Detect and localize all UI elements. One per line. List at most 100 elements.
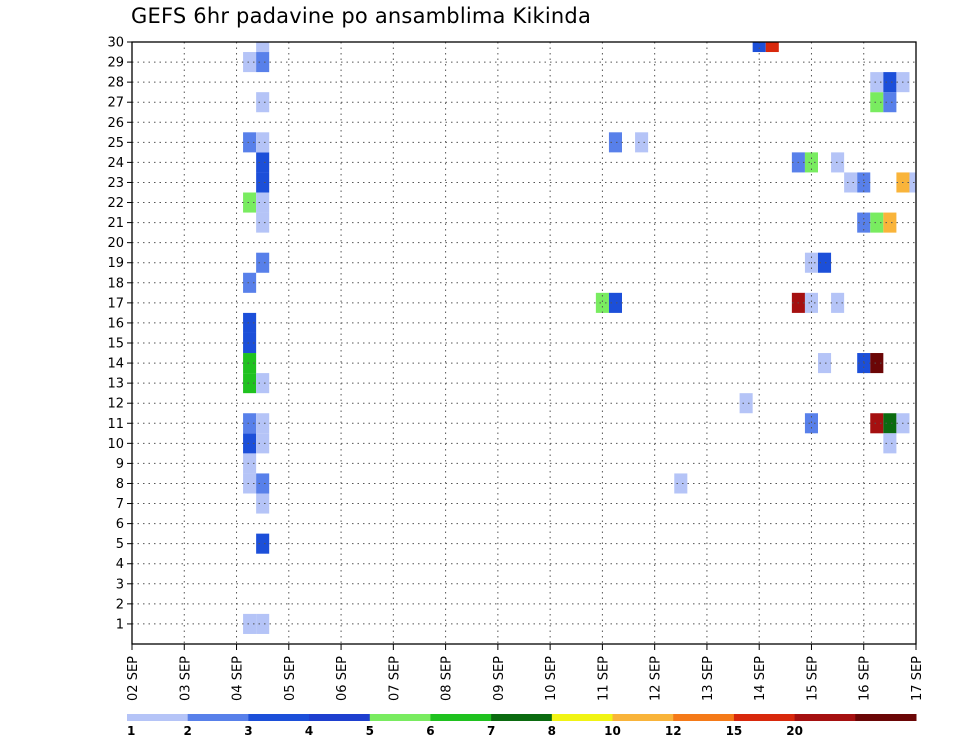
x-tick-label: 11 SEP xyxy=(596,656,611,701)
heatmap-cell-35 xyxy=(752,42,766,53)
heatmap-cell-2 xyxy=(256,533,270,554)
heatmap-cell-47 xyxy=(844,172,858,193)
colorbar-label: 3 xyxy=(244,724,252,738)
y-tick-label: 3 xyxy=(116,577,124,592)
heatmap-cell-13 xyxy=(243,353,257,374)
x-tick-label: 05 SEP xyxy=(283,656,298,701)
y-tick-label: 9 xyxy=(116,457,124,472)
heatmap-cell-4 xyxy=(243,473,257,494)
x-axis: 02 SEP 03 SEP 04 SEP 05 SEP 06 SEP 07 SEP 08 S… xyxy=(126,644,925,701)
colorbar-label: 2 xyxy=(184,724,192,738)
y-tick-label: 5 xyxy=(116,537,124,552)
colorbar-swatch xyxy=(551,714,614,721)
grid-layer xyxy=(132,42,916,644)
colorbar-label: 6 xyxy=(426,724,434,738)
colorbar-label: 1 xyxy=(127,724,135,738)
heatmap-cell-19 xyxy=(243,192,257,213)
x-tick-label: 15 SEP xyxy=(805,656,820,701)
x-tick-label: 02 SEP xyxy=(126,656,141,701)
y-tick-label: 7 xyxy=(116,497,124,512)
chart-title: GEFS 6hr padavine po ansamblima Kikinda xyxy=(131,4,592,28)
heatmap-cell-26 xyxy=(243,52,257,73)
heatmap-cell-36 xyxy=(765,42,779,53)
x-tick-label: 16 SEP xyxy=(858,656,873,701)
heatmap-cell-23 xyxy=(243,132,257,153)
heatmap-cell-50 xyxy=(870,212,884,233)
heatmap-cell-40 xyxy=(804,292,818,313)
y-tick-label: 14 xyxy=(107,357,124,372)
y-tick-label: 16 xyxy=(107,316,124,331)
colorbar-swatch xyxy=(187,714,249,721)
heatmap-cell-38 xyxy=(804,152,818,173)
heatmap-cell-5 xyxy=(256,473,270,494)
colorbar-swatch xyxy=(430,714,492,721)
x-tick-label: 17 SEP xyxy=(910,656,925,701)
heatmap-cell-9 xyxy=(243,413,257,434)
heatmap-cell-22 xyxy=(256,152,270,173)
heatmap-cell-51 xyxy=(883,212,897,233)
colorbar-swatch xyxy=(673,714,735,721)
colorbar-swatch xyxy=(855,714,917,721)
y-tick-label: 15 xyxy=(107,337,124,352)
heatmap-cell-61 xyxy=(883,72,897,93)
heatmap-cell-8 xyxy=(256,433,270,454)
y-tick-label: 22 xyxy=(107,196,124,211)
heatmap-cell-6 xyxy=(243,453,257,474)
y-tick-label: 11 xyxy=(107,417,124,432)
y-tick-label: 10 xyxy=(107,437,124,452)
y-tick-label: 27 xyxy=(107,96,124,111)
heatmap-cell-53 xyxy=(870,353,884,374)
colorbar-swatch xyxy=(612,714,674,721)
heatmap-cell-7 xyxy=(243,433,257,454)
x-tick-label: 06 SEP xyxy=(335,656,350,701)
y-tick-label: 30 xyxy=(107,36,124,51)
heatmap-cell-25 xyxy=(256,92,270,113)
heatmap-cell-12 xyxy=(256,373,270,394)
y-tick-label: 19 xyxy=(107,256,124,271)
heatmap-cell-16 xyxy=(243,272,257,293)
heatmap-cell-33 xyxy=(674,473,688,494)
y-axis: 1234567891011121314151617181920212223242… xyxy=(107,36,132,632)
x-tick-label: 13 SEP xyxy=(701,656,716,701)
heatmap-cell-42 xyxy=(818,252,832,273)
x-tick-label: 10 SEP xyxy=(544,656,559,701)
heatmap-cell-46 xyxy=(831,152,845,173)
heatmap-cell-3 xyxy=(256,493,270,514)
y-tick-label: 18 xyxy=(107,276,124,291)
colorbar-swatch xyxy=(127,714,189,721)
x-tick-label: 14 SEP xyxy=(753,656,768,701)
heatmap-cell-15 xyxy=(243,312,257,333)
y-tick-label: 25 xyxy=(107,136,124,151)
colorbar-swatch xyxy=(794,714,856,721)
colorbar-swatch xyxy=(733,714,796,721)
y-tick-label: 26 xyxy=(107,116,124,131)
x-tick-label: 09 SEP xyxy=(492,656,507,701)
heatmap-cell-45 xyxy=(831,292,845,313)
y-tick-label: 13 xyxy=(107,377,124,392)
heatmap-cell-18 xyxy=(256,212,270,233)
heatmap-cell-24 xyxy=(256,132,270,153)
y-tick-label: 4 xyxy=(116,557,124,572)
colorbar-swatch xyxy=(309,714,371,721)
y-tick-label: 21 xyxy=(107,216,124,231)
colorbar-swatch xyxy=(369,714,431,721)
heatmap-cell-27 xyxy=(256,52,270,73)
colorbar-label: 7 xyxy=(487,724,495,738)
heatmap-cell-34 xyxy=(739,393,753,414)
y-tick-label: 8 xyxy=(116,477,124,492)
heatmap-cell-57 xyxy=(883,433,897,454)
heatmap-cell-64 xyxy=(909,172,916,193)
colorbar-label: 12 xyxy=(665,724,682,738)
colorbar-label: 20 xyxy=(786,724,803,738)
y-tick-label: 17 xyxy=(107,296,124,311)
colorbar-label: 10 xyxy=(604,724,621,738)
heatmap-cell-43 xyxy=(804,413,818,434)
heatmap-cell-17 xyxy=(256,252,270,273)
y-tick-label: 20 xyxy=(107,236,124,251)
y-tick-label: 24 xyxy=(107,156,124,171)
heatmap-cell-55 xyxy=(883,413,897,434)
y-tick-label: 6 xyxy=(116,517,124,532)
heatmap-cell-11 xyxy=(243,373,257,394)
heatmap-cell-20 xyxy=(256,192,270,213)
